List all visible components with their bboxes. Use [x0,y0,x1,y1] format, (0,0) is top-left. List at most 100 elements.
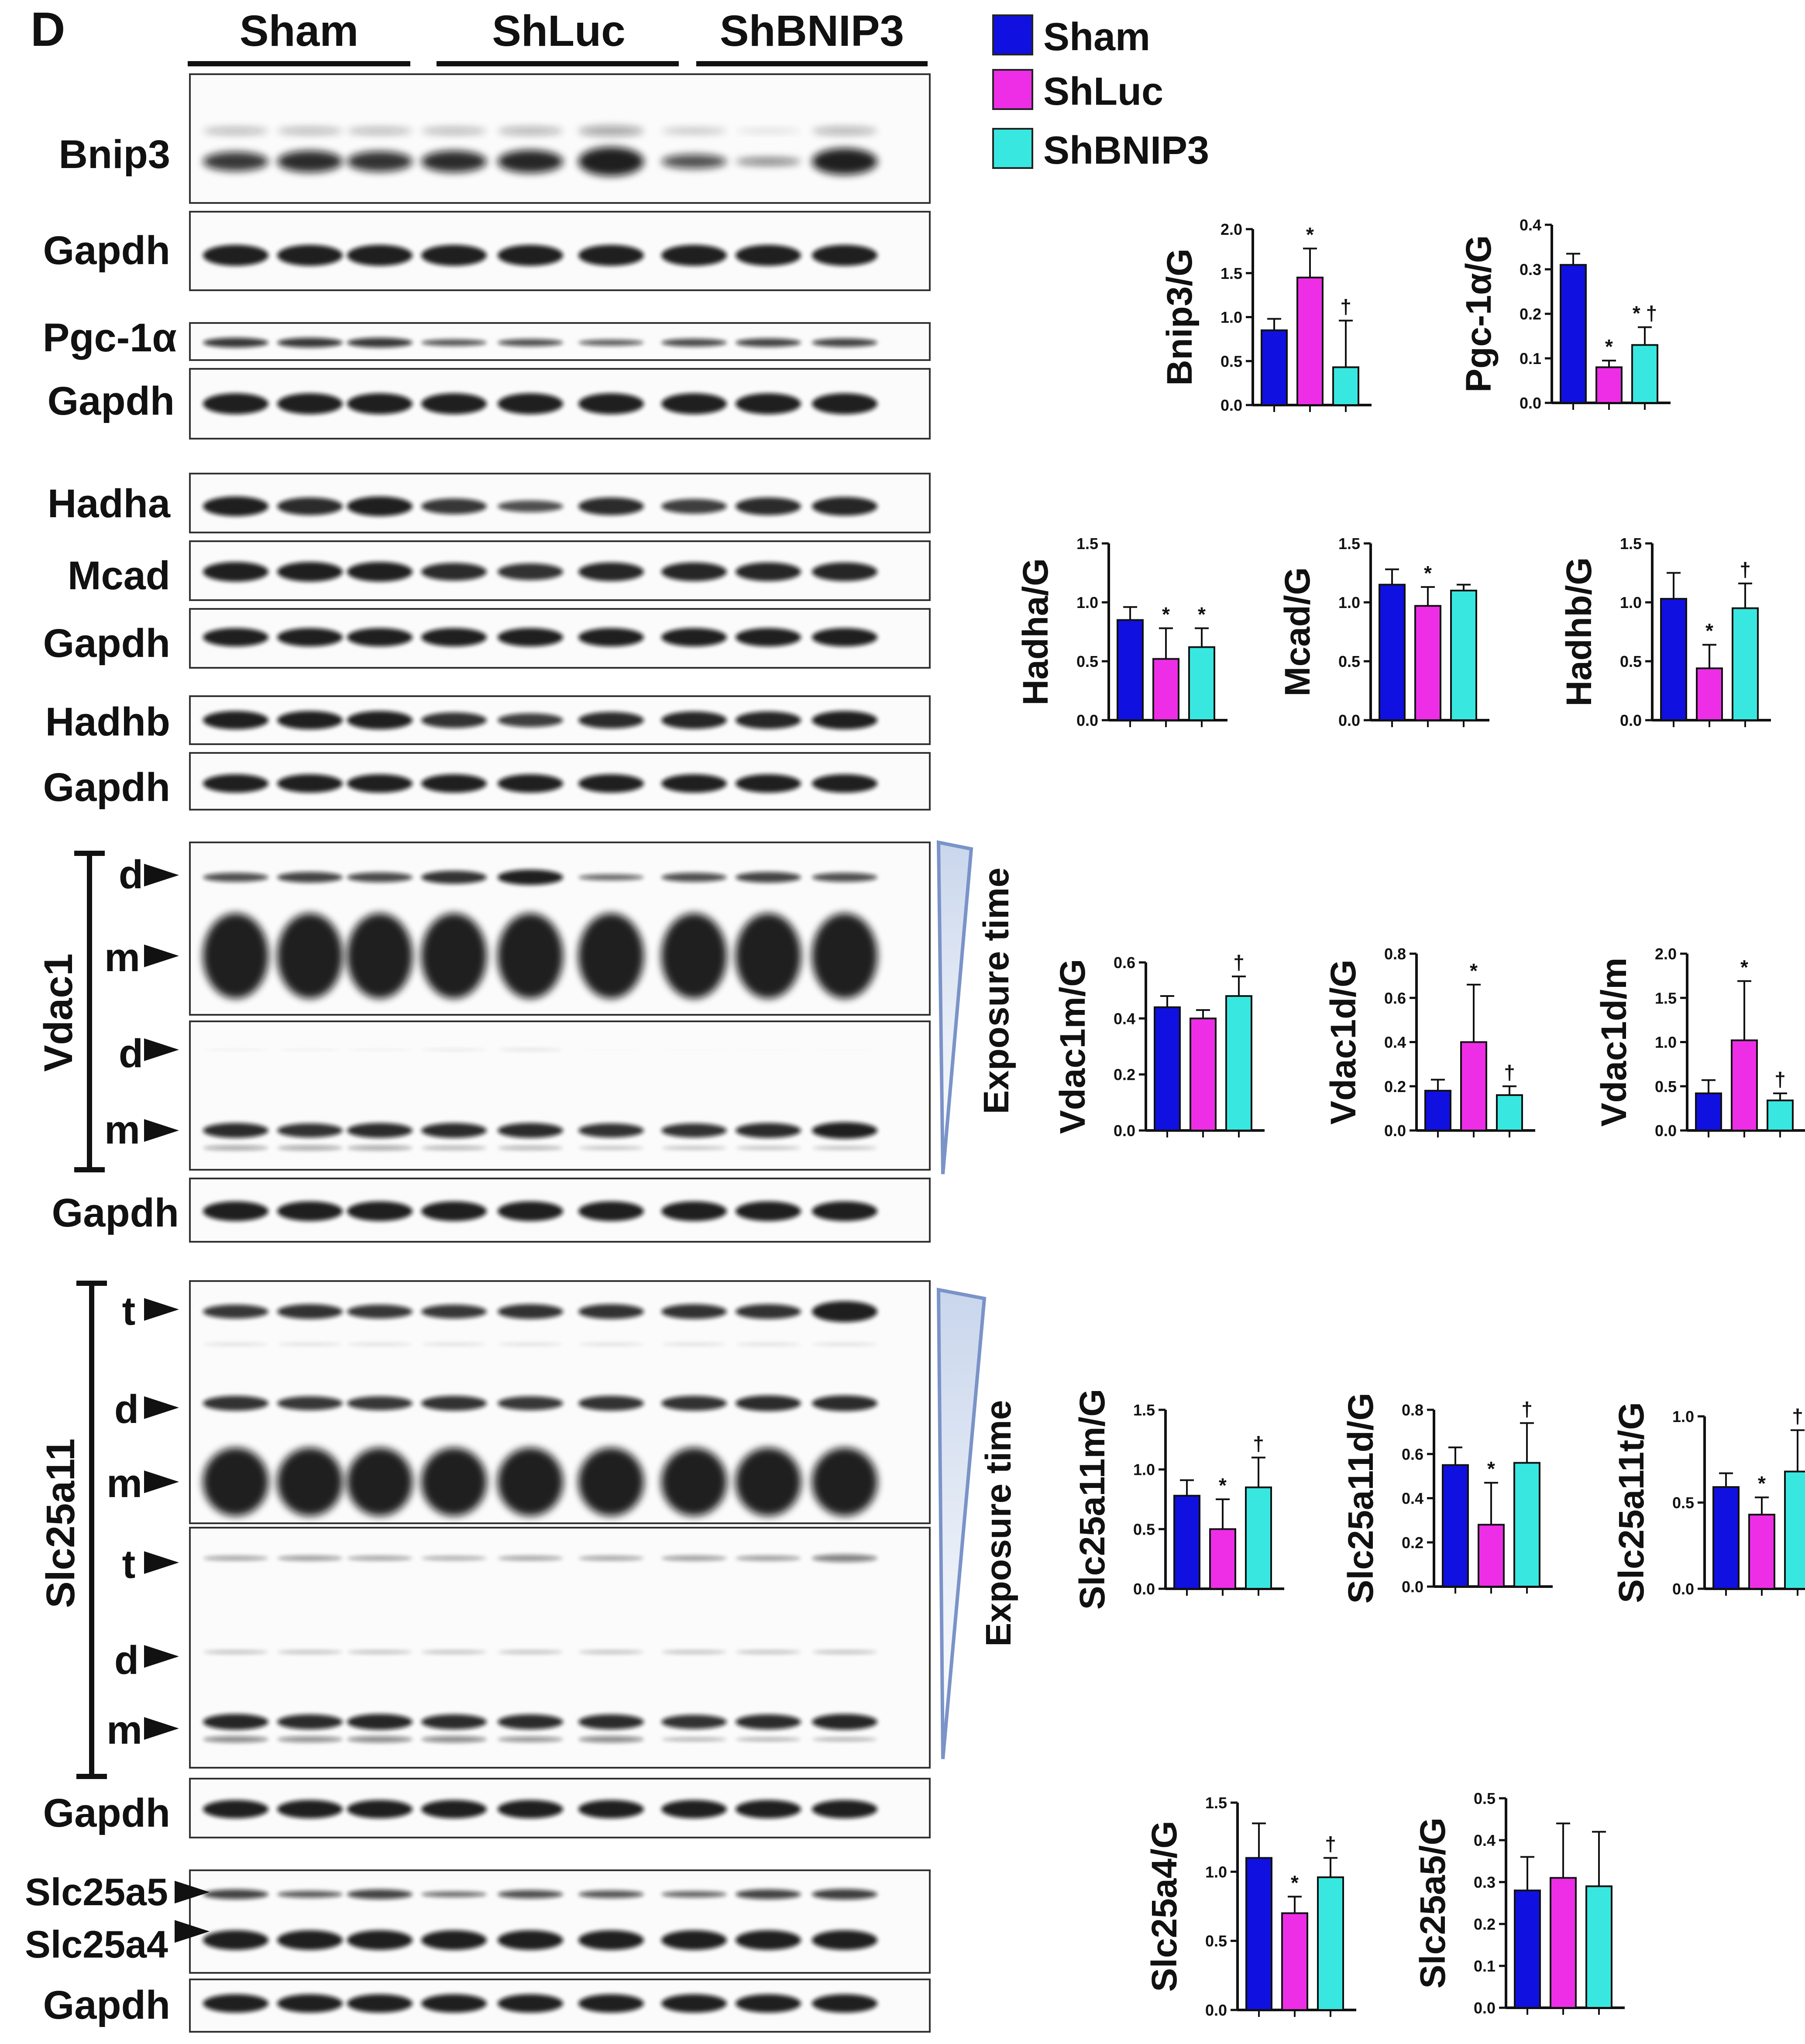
blot-band [277,774,343,793]
significance-mark: * [1306,223,1314,246]
blot-band [347,127,413,134]
blot-band [421,339,487,346]
label-hadhb: Hadhb [45,700,170,744]
blot-band [347,1736,413,1743]
blot-panel-vdac1-low [189,1020,931,1171]
blot-band [498,1448,563,1516]
blot-band [498,1123,563,1138]
y-tick-label: 1.0 [1620,594,1642,611]
bar-shbnip3 [1188,646,1215,721]
blot-band [736,1343,801,1346]
blot-band [812,873,877,882]
label-slc25a5: Slc25a5 [25,1870,168,1913]
bar-shluc [1296,276,1324,406]
blot-band [498,1994,563,2013]
chart-4: 0.0 0.5 1.0 1.5 Mcad/G * [1278,535,1489,729]
chart-11: 0.0 0.5 1.0 Slc25a11t/G * † [1612,1402,1805,1603]
blot-band [736,1714,801,1730]
blot-band [578,1448,644,1516]
significance-mark: * [1758,1472,1766,1495]
y-tick-label: 0.8 [1384,945,1406,963]
blot-panel-gapdh-1 [189,211,931,291]
blot-band [347,1145,413,1151]
vdac1-m-label-2: m [104,1108,140,1152]
blot-band [736,1930,801,1950]
blot-band [578,774,644,793]
legend-swatch-shluc [992,69,1033,110]
blot-band [203,1800,268,1818]
blot-band [498,713,563,727]
blot-band [812,774,877,793]
bar-shluc [1550,1877,1577,2009]
blot-labels: Bnip3 Gapdh Pgc-1α Gapdh Hadha Mcad Gapd… [25,132,179,2027]
blot-band [736,245,801,266]
blot-band [736,1304,801,1319]
y-tick-label: 0.3 [1474,1873,1496,1891]
slc-d-label-2: d [114,1638,139,1683]
bar-sham [1712,1486,1740,1590]
blot-band [421,151,487,172]
blot-band [812,1343,877,1346]
blot-band [736,1395,801,1411]
panel-letter: D [31,3,65,56]
chart-1: 0.0 0.5 1.0 1.5 2.0 Bnip3/G * † [1160,220,1372,414]
y-tick-label: 0.0 [1672,1580,1694,1598]
y-tick-label: 1.5 [1133,1401,1155,1419]
blot-band [347,1556,413,1560]
bar-shluc [1748,1514,1775,1590]
y-tick-label: 0.4 [1384,1034,1406,1051]
blot-band [812,1395,877,1411]
blot-panel-bnip3 [189,73,931,204]
blot-panel-gapdh-6 [189,1778,931,1838]
blot-band [736,711,801,729]
bar-shluc [1190,1017,1217,1131]
y-axis-label: Vdac1m/G [1053,959,1093,1134]
bar-shbnip3 [1585,1885,1612,2009]
band-arrows [144,864,210,1943]
blot-frame [189,73,931,204]
significance-mark: * [1705,619,1713,642]
blot-band [203,496,268,516]
blot-band [203,1123,268,1138]
bar-sham [1261,329,1288,406]
blot-band [661,774,727,793]
blot-band [203,562,268,582]
blot-band [498,563,563,581]
blot-band [661,711,727,729]
y-tick-label: 0.5 [1076,653,1098,670]
y-axis-label: Slc25a11d/G [1341,1393,1381,1604]
blot-band [812,1122,877,1139]
blot-band [498,628,563,646]
group-header-sham: Sham [240,7,358,55]
western-blots [189,73,931,2033]
blot-band [203,1305,268,1319]
blot-band [736,497,801,515]
blot-band [347,1994,413,2013]
blot-band [661,1556,727,1561]
chart-10: 0.0 0.2 0.4 0.6 0.8 Slc25a11d/G * † [1341,1393,1553,1604]
blot-band [812,338,877,347]
significance-mark: † [1340,295,1351,318]
blot-band [203,1448,268,1516]
y-axis-label: Vdac1d/m [1594,958,1634,1127]
y-axis-label: Bnip3/G [1160,248,1200,385]
blot-band [812,393,877,414]
blot-band [578,1650,644,1654]
blot-band [421,1123,487,1138]
group-header-shbnip3: ShBNIP3 [720,7,904,55]
y-tick-label: 0.5 [1133,1520,1155,1538]
y-tick-label: 1.5 [1620,535,1642,553]
blot-band [812,1930,877,1950]
y-tick-label: 2.0 [1221,220,1242,238]
blot-band [203,1201,268,1221]
blot-band [421,498,487,514]
label-slc25a11: Slc25a11 [38,1439,83,1608]
blot-band [203,1736,268,1743]
blot-band [812,1448,877,1516]
bar-shbnip3 [1317,1876,1344,2011]
blot-band [347,1396,413,1410]
blot-band [812,1738,877,1741]
blot-band [347,393,413,414]
y-tick-label: 0.5 [1672,1494,1694,1512]
blot-band [736,1650,801,1654]
